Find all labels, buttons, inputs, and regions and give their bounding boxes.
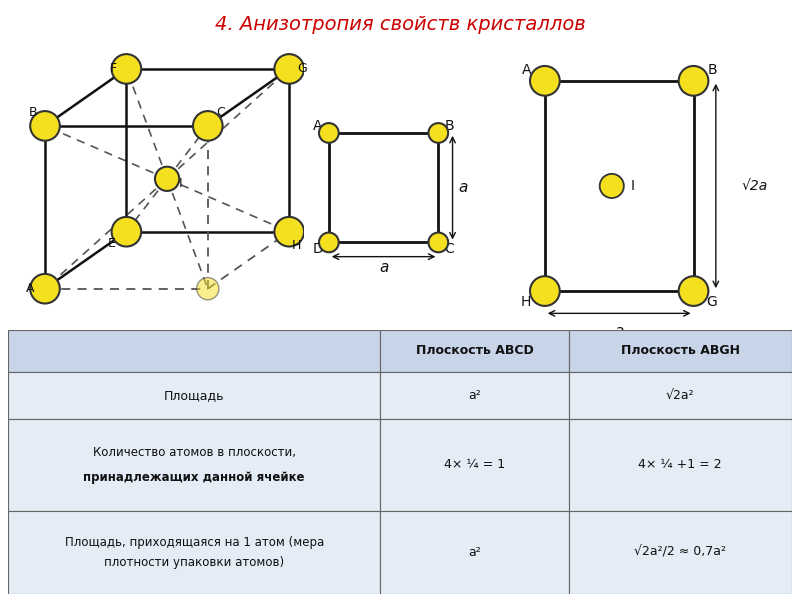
- Text: a²: a²: [468, 389, 481, 402]
- Text: C: C: [444, 242, 454, 256]
- Circle shape: [319, 123, 338, 143]
- Circle shape: [193, 111, 222, 141]
- Text: A: A: [522, 62, 531, 77]
- Circle shape: [30, 274, 60, 304]
- Bar: [569, 371, 792, 419]
- Bar: [569, 419, 792, 511]
- Circle shape: [429, 233, 448, 252]
- Text: B: B: [445, 119, 454, 133]
- Text: Количество атомов в плоскости,: Количество атомов в плоскости,: [93, 446, 296, 458]
- Text: √2a: √2a: [742, 179, 768, 193]
- Text: B: B: [29, 106, 38, 119]
- Text: A: A: [26, 282, 34, 295]
- Circle shape: [197, 278, 219, 300]
- Bar: [8, 511, 381, 594]
- Text: Плоскость ABCD: Плоскость ABCD: [416, 344, 534, 358]
- Circle shape: [530, 66, 560, 96]
- Circle shape: [530, 276, 560, 306]
- Text: I: I: [630, 179, 634, 193]
- Text: a²: a²: [468, 546, 481, 559]
- Bar: [569, 511, 792, 594]
- Text: Плоскость ABGH: Плоскость ABGH: [621, 344, 740, 358]
- Bar: [569, 330, 792, 371]
- Text: 4. Анизотропия свойств кристаллов: 4. Анизотропия свойств кристаллов: [214, 15, 586, 34]
- Circle shape: [319, 233, 338, 252]
- Bar: [8, 330, 381, 371]
- Text: F: F: [110, 62, 117, 76]
- Circle shape: [30, 111, 60, 141]
- Text: принадлежащих данной ячейке: принадлежащих данной ячейке: [83, 471, 305, 484]
- Text: Площадь: Площадь: [164, 389, 225, 402]
- Text: a: a: [379, 260, 388, 275]
- Circle shape: [429, 123, 448, 143]
- Circle shape: [600, 174, 624, 198]
- Text: плотности упаковки атомов): плотности упаковки атомов): [104, 556, 284, 569]
- Text: a: a: [459, 180, 468, 195]
- Text: D: D: [313, 242, 323, 256]
- Text: B: B: [707, 62, 717, 77]
- Text: √2a²: √2a²: [666, 389, 694, 402]
- Text: A: A: [313, 119, 322, 133]
- Bar: [8, 371, 381, 419]
- Text: I: I: [178, 177, 182, 190]
- Circle shape: [274, 217, 304, 247]
- Text: G: G: [298, 62, 307, 76]
- Text: E: E: [108, 237, 115, 250]
- Text: H: H: [292, 239, 302, 251]
- Text: Площадь, приходящаяся на 1 атом (мера: Площадь, приходящаяся на 1 атом (мера: [65, 536, 324, 549]
- Text: H: H: [521, 295, 531, 309]
- Text: a: a: [614, 325, 624, 340]
- Circle shape: [112, 54, 142, 84]
- Circle shape: [112, 217, 142, 247]
- Circle shape: [274, 54, 304, 84]
- Text: √2a²/2 ≈ 0,7a²: √2a²/2 ≈ 0,7a²: [634, 546, 726, 559]
- Text: 4× ¼ = 1: 4× ¼ = 1: [444, 458, 505, 472]
- Bar: [381, 330, 569, 371]
- Text: 4× ¼ +1 = 2: 4× ¼ +1 = 2: [638, 458, 722, 472]
- Text: G: G: [706, 295, 718, 309]
- Circle shape: [678, 276, 708, 306]
- Text: C: C: [217, 106, 226, 119]
- Bar: [8, 419, 381, 511]
- Bar: [381, 371, 569, 419]
- Circle shape: [155, 167, 179, 191]
- Bar: [381, 419, 569, 511]
- Bar: [381, 511, 569, 594]
- Circle shape: [678, 66, 708, 96]
